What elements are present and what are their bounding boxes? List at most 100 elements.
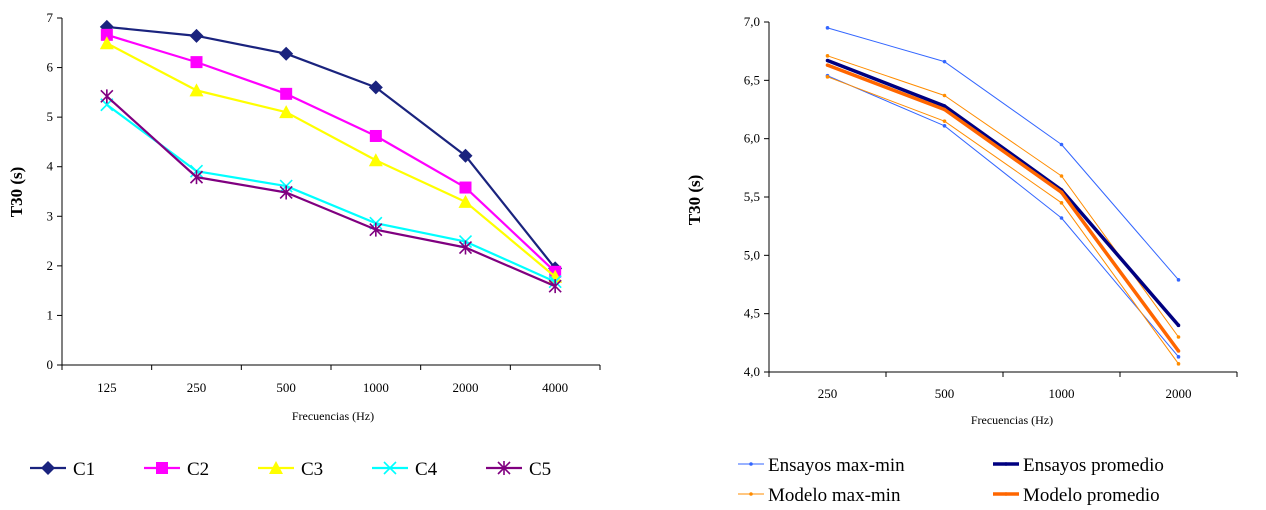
y-tick-label: 6,5	[744, 72, 760, 87]
series-3	[825, 75, 1181, 366]
legend-marker	[1004, 492, 1008, 496]
series-0	[99, 19, 563, 276]
data-point	[458, 148, 473, 163]
legend-label: C2	[187, 459, 209, 480]
legend-marker	[497, 461, 511, 475]
series-line	[106, 95, 556, 288]
x-tick-label: 1000	[363, 380, 389, 395]
data-point	[458, 240, 473, 255]
legend-label: C3	[301, 459, 323, 480]
chart-right-y-axis-label: T30 (s)	[685, 175, 704, 226]
series-line	[106, 33, 556, 273]
legend-marker	[269, 461, 283, 474]
y-tick-label: 6	[47, 60, 54, 75]
legend-item: Ensayos max-min	[738, 455, 905, 476]
legend-label: Modelo max-min	[768, 485, 901, 506]
chart-left-axes: 0 1 2 3 4 5 6 7 125 250 500 1000 2000 4000	[47, 10, 601, 395]
legend-item-C5: C5	[486, 459, 551, 480]
legend-item: Ensayos promedio	[993, 455, 1164, 476]
data-point	[189, 28, 204, 43]
y-tick-label: 7	[47, 10, 54, 25]
series-4	[825, 58, 1181, 328]
chart-right-series	[825, 26, 1181, 366]
series-line	[106, 42, 556, 278]
series-line	[826, 63, 1180, 353]
y-tick-label: 4,0	[744, 364, 760, 379]
series-0	[825, 26, 1181, 282]
x-tick-label: 500	[276, 380, 296, 395]
data-point	[100, 89, 114, 104]
data-point	[825, 58, 830, 63]
legend-item-C2: C2	[144, 459, 209, 480]
data-point	[942, 119, 947, 123]
legend-marker	[156, 462, 168, 474]
data-point	[100, 28, 113, 41]
x-tick-label: 2000	[453, 380, 479, 395]
data-point	[189, 83, 204, 97]
data-point	[99, 36, 114, 50]
data-point	[1176, 335, 1181, 339]
x-tick-label: 500	[935, 386, 955, 401]
chart-right-legend: Ensayos max-min Modelo max-min Ensayos pro…	[738, 455, 1164, 506]
data-point	[280, 87, 293, 100]
legend-marker	[749, 462, 753, 466]
chart-left: 0 1 2 3 4 5 6 7 125 250 500 1000 2000 4000 T30 (s) Fr…	[7, 10, 601, 480]
data-point	[942, 59, 947, 64]
data-point	[368, 80, 383, 95]
legend-item-C3: C3	[258, 459, 323, 480]
data-point	[825, 63, 830, 67]
legend-marker	[383, 461, 397, 475]
series-line	[827, 75, 1179, 358]
data-point	[1176, 362, 1181, 366]
data-point	[942, 93, 947, 98]
x-tick-label: 1000	[1049, 386, 1075, 401]
data-point	[942, 124, 947, 128]
legend-label: C4	[415, 459, 438, 480]
data-point	[825, 54, 830, 58]
series-1	[825, 73, 1181, 359]
data-point	[825, 75, 830, 79]
chart-left-series	[99, 19, 563, 294]
data-point	[189, 170, 204, 185]
chart-right-x-axis-label: Frecuencias (Hz)	[971, 413, 1053, 427]
legend-label: C5	[529, 459, 551, 480]
legend-item-C1: C1	[30, 459, 95, 480]
legend-label: C1	[73, 459, 95, 480]
chart-left-x-axis-label: Frecuencias (Hz)	[292, 409, 374, 423]
data-point	[190, 56, 203, 69]
data-point	[1059, 216, 1064, 220]
data-point	[279, 185, 293, 200]
data-point	[825, 26, 830, 30]
data-point	[1059, 190, 1064, 195]
y-tick-label: 5,5	[744, 189, 760, 204]
data-point	[369, 129, 382, 142]
data-point	[942, 104, 947, 108]
legend-item: Modelo max-min	[738, 485, 901, 506]
x-tick-label: 250	[818, 386, 838, 401]
chart-left-y-axis-label: T30 (s)	[7, 167, 26, 218]
legend-item: Modelo promedio	[993, 485, 1160, 506]
data-point	[458, 194, 473, 208]
y-tick-label: 3	[47, 208, 54, 223]
legend-marker	[749, 492, 753, 496]
series-line	[106, 25, 557, 270]
legend-marker	[41, 461, 55, 475]
data-point	[279, 46, 294, 61]
data-point	[369, 222, 383, 237]
series-line	[826, 58, 1180, 327]
data-point	[1176, 349, 1181, 353]
y-tick-label: 7,0	[744, 14, 760, 29]
series-line	[106, 103, 556, 283]
x-tick-label: 125	[97, 380, 117, 395]
x-tick-label: 4000	[542, 380, 568, 395]
y-tick-label: 4,5	[744, 306, 760, 321]
y-tick-label: 6,0	[744, 131, 760, 146]
y-tick-label: 5	[47, 109, 54, 124]
y-tick-label: 1	[47, 307, 54, 322]
series-line	[827, 27, 1179, 281]
data-point	[942, 107, 947, 112]
data-point	[459, 181, 472, 194]
legend-label: Ensayos max-min	[768, 455, 905, 476]
data-point	[1176, 355, 1181, 359]
